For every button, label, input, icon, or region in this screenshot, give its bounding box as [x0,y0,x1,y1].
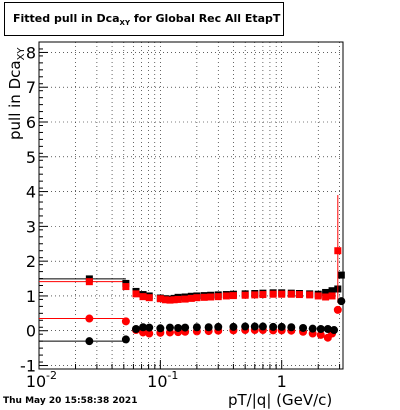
title-rest: for Global Rec All EtapT [130,12,281,25]
data-point [287,290,295,298]
data-point [337,271,345,279]
data-point [200,293,208,301]
data-point [241,322,250,331]
data-point [322,293,330,301]
data-point [269,290,277,298]
data-point [181,323,190,332]
data-point [192,323,201,332]
data-point [139,323,148,332]
x-tick-label: 10 [26,372,46,391]
chart-title: Fitted pull in DcaXY for Global Rec All … [13,12,280,27]
y-tick-label: 2 [26,252,36,271]
data-point [121,317,130,326]
data-point [161,296,169,304]
data-point [316,324,325,333]
title-sub: XY [119,19,131,27]
y-label-sub: XY [16,47,27,61]
data-point [337,297,346,306]
data-point [328,287,336,295]
data-point [222,292,230,300]
y-tick-label: 7 [26,78,36,97]
y-tick-label: 3 [26,217,36,236]
data-point [251,291,259,299]
data-point [314,292,322,300]
title-box: Fitted pull in DcaXY for Global Rec All … [4,2,284,36]
y-tick-label: 0 [26,322,36,341]
data-point [330,326,339,335]
x-tick-exponent: -1 [167,369,178,382]
data-point [316,330,325,339]
x-tick-exponent: -2 [46,369,57,382]
data-point [269,322,278,331]
data-point [229,292,237,300]
data-point [306,291,314,299]
plot-frame [38,41,344,370]
data-point [187,294,195,302]
y-tick-label: -1 [20,357,36,376]
x-axis-label: pT/|q| (GeV/c) [228,391,333,409]
data-point [85,337,94,346]
data-point [132,290,140,298]
data-point [85,314,94,323]
y-tick-label: 4 [26,183,36,202]
data-point [277,322,286,331]
x-tick-label: 1 [277,372,287,391]
data-point [122,283,130,291]
y-tick-label: 6 [26,113,36,132]
data-point [165,323,174,332]
grid-lines [38,42,343,369]
data-point [207,293,215,301]
data-point [139,293,147,301]
data-point [85,278,93,286]
data-point [214,322,223,331]
data-point [322,288,330,296]
data-point [121,335,130,344]
y-label-main: pull in Dca [6,60,24,140]
data-point [181,295,189,303]
series-3 [85,297,346,346]
data-point [156,324,165,333]
data-series [39,195,346,346]
y-tick-label: 8 [26,43,36,62]
data-point [174,323,183,332]
data-point [204,323,213,332]
data-point [145,329,154,338]
timestamp: Thu May 20 15:58:38 2021 [3,396,138,406]
data-point [334,247,342,255]
y-tick-label: 5 [26,148,36,167]
data-point [145,294,153,302]
data-point [229,322,238,331]
y-tick-label: 1 [26,287,36,306]
data-point [328,292,336,300]
data-point [308,324,317,333]
data-point [278,290,286,298]
data-point [170,296,178,304]
data-point [287,323,296,332]
data-point [166,296,174,304]
data-point [299,323,308,332]
x-tick-label: 10 [147,372,167,391]
data-point [145,323,154,332]
data-point [323,324,332,333]
data-point [295,291,303,299]
title-main: Fitted pull in Dca [13,12,120,25]
data-point [258,322,267,331]
data-point [156,295,164,303]
data-point [241,291,249,299]
data-point [333,305,342,314]
data-point [131,324,140,333]
data-point [174,295,182,303]
data-point [259,291,267,299]
data-point [250,322,259,331]
data-point [193,294,201,302]
series-1 [85,195,342,304]
data-point [214,293,222,301]
